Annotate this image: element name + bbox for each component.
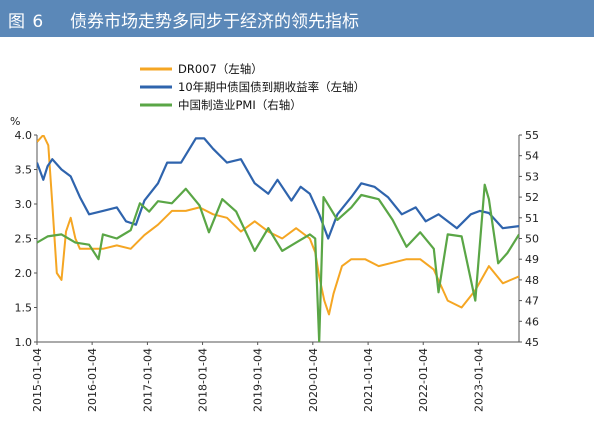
left-tick-label: 3.5 — [15, 164, 33, 177]
x-tick-label: 2022-01-04 — [417, 348, 430, 412]
legend-label: DR007（左轴） — [178, 62, 263, 76]
x-tick-label: 2018-01-04 — [197, 348, 210, 412]
left-tick-label: 4.0 — [15, 129, 33, 142]
figure-label: 图 6 — [8, 12, 45, 32]
right-tick-label: 47 — [525, 295, 539, 308]
right-tick-label: 46 — [525, 315, 539, 328]
left-axis-unit: % — [10, 115, 20, 128]
series-line-cgb10y — [37, 137, 519, 240]
left-tick-label: 2.0 — [15, 267, 33, 280]
left-tick-label: 1.0 — [15, 336, 33, 349]
title-banner: 图 6 债券市场走势多同步于经济的领先指标 — [0, 0, 594, 37]
right-tick-label: 49 — [525, 253, 539, 266]
right-tick-label: 51 — [525, 212, 539, 225]
series-line-pmi — [37, 183, 519, 342]
right-tick-label: 50 — [525, 233, 539, 246]
right-tick-label: 54 — [525, 150, 539, 163]
right-tick-label: 48 — [525, 274, 539, 287]
right-tick-label: 52 — [525, 191, 539, 204]
series-line-dr007 — [37, 135, 519, 316]
left-tick-label: 3.0 — [15, 198, 33, 211]
right-tick-label: 55 — [525, 129, 539, 142]
chart-title: 债券市场走势多同步于经济的领先指标 — [70, 12, 359, 32]
x-tick-label: 2019-01-04 — [252, 348, 265, 412]
left-tick-label: 1.5 — [15, 302, 33, 315]
x-tick-label: 2015-01-04 — [31, 348, 44, 412]
right-tick-label: 53 — [525, 170, 539, 183]
line-chart: 1.0 1.5 2.0 2.5 3.0 3.5 4.0% 45 46 47 48 49 50 51 52 53… — [10, 62, 539, 412]
x-tick-label: 2023-01-04 — [472, 348, 485, 412]
x-tick-label: 2021-01-04 — [362, 348, 375, 412]
x-tick-label: 2017-01-04 — [141, 348, 154, 412]
x-tick-label: 2016-01-04 — [86, 348, 99, 412]
legend-label: 10年期中债国债到期收益率（左轴） — [178, 80, 365, 94]
right-tick-label: 45 — [525, 336, 539, 349]
left-tick-label: 2.5 — [15, 233, 33, 246]
legend-label: 中国制造业PMI（右轴） — [178, 98, 302, 112]
x-tick-label: 2020-01-04 — [307, 348, 320, 412]
